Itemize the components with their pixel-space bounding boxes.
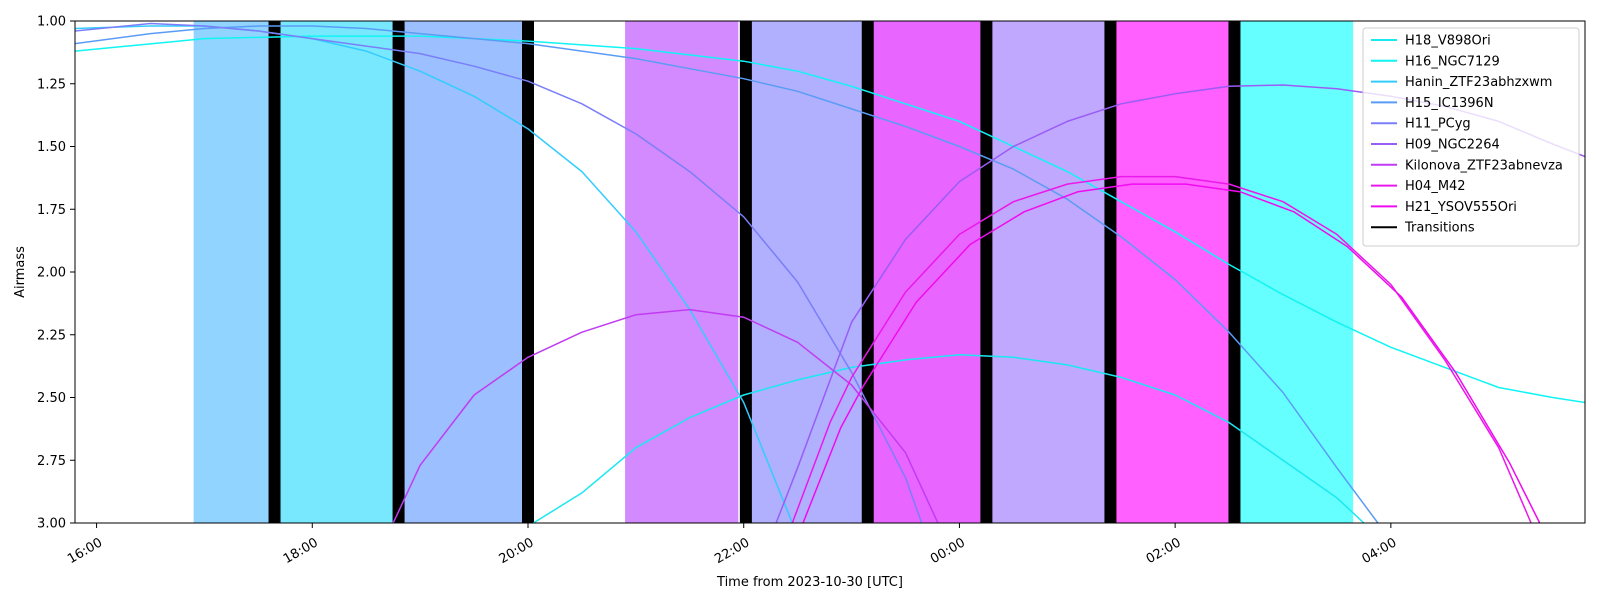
transition-bar-7 (1104, 21, 1117, 523)
x-axis-label: Time from 2023-10-30 [UTC] (716, 575, 903, 590)
observation-block-4 (625, 21, 739, 523)
legend-label-h16-ngc7129: H16_NGC7129 (1405, 54, 1500, 69)
series-line-h21-ysov555ori (802, 183, 1541, 523)
y-tick-label-4: 1.75 (37, 203, 66, 218)
legend-label-transitions: Transitions (1404, 221, 1475, 236)
observation-block-1 (193, 21, 270, 523)
y-axis-label: Airmass (13, 246, 28, 298)
y-tick-label-6: 2.25 (37, 328, 66, 343)
y-tick-label-8: 2.75 (37, 454, 66, 469)
observation-block-3 (403, 21, 523, 523)
legend-box (1362, 27, 1580, 247)
transition-bar-5 (861, 21, 874, 523)
y-tick-label-2: 1.25 (37, 77, 66, 92)
observation-block-7 (991, 21, 1106, 523)
observation-block-2 (279, 21, 394, 523)
observation-block-9 (1239, 21, 1354, 523)
observation-block-6 (873, 21, 981, 523)
transition-bar-4 (739, 21, 752, 523)
transition-bar-8 (1228, 21, 1241, 523)
observation-blocks (193, 21, 1354, 523)
legend-label-h18-v898ori: H18_V898Ori (1405, 34, 1491, 49)
series-line-h04-m42 (791, 175, 1532, 523)
legend-label-hanin-ztf23abhzxwm: Hanin_ZTF23abhzxwm (1405, 75, 1552, 90)
legend-label-h04-m42: H04_M42 (1405, 179, 1466, 194)
legend-label-h09-ngc2264: H09_NGC2264 (1405, 138, 1500, 153)
transition-bars (268, 21, 1241, 523)
series-line-h16-ngc7129 (75, 35, 1585, 404)
y-tick-label-1: 1.00 (37, 15, 66, 30)
observation-block-8 (1115, 21, 1230, 523)
airmass-curves (75, 22, 1585, 523)
legend-label-kilonova-ztf23abnevza: Kilonova_ZTF23abnevza (1405, 158, 1563, 173)
legend-label-h15-ic1396n: H15_IC1396N (1405, 96, 1494, 111)
y-tick-label-3: 1.50 (37, 140, 66, 155)
legend-label-h21-ysov555ori: H21_YSOV555Ori (1405, 200, 1517, 215)
transition-bar-3 (522, 21, 534, 523)
series-line-h11-pcyg (75, 22, 923, 523)
y-axis-ticks: 1.00 1.25 1.50 1.75 2.00 2.25 2.50 2.75 3.00 (37, 15, 75, 532)
transition-bar-6 (980, 21, 993, 523)
legend-label-h11-pcyg: H11_PCyg (1405, 117, 1471, 132)
transition-bar-2 (392, 21, 405, 523)
legend: H18_V898Ori H16_NGC7129 Hanin_ZTF23abhzxwm… (1362, 27, 1580, 247)
y-tick-label-7: 2.50 (37, 391, 66, 406)
transition-bar-1 (268, 21, 281, 523)
y-tick-label-9: 3.00 (37, 517, 66, 532)
series-line-kilonova-ztf23abnevza (392, 308, 939, 523)
y-tick-label-5: 2.00 (37, 266, 66, 281)
observation-block-5 (749, 21, 863, 523)
series-line-h18-v898ori (533, 354, 1365, 523)
series-line-h15-ic1396n (75, 25, 1379, 523)
